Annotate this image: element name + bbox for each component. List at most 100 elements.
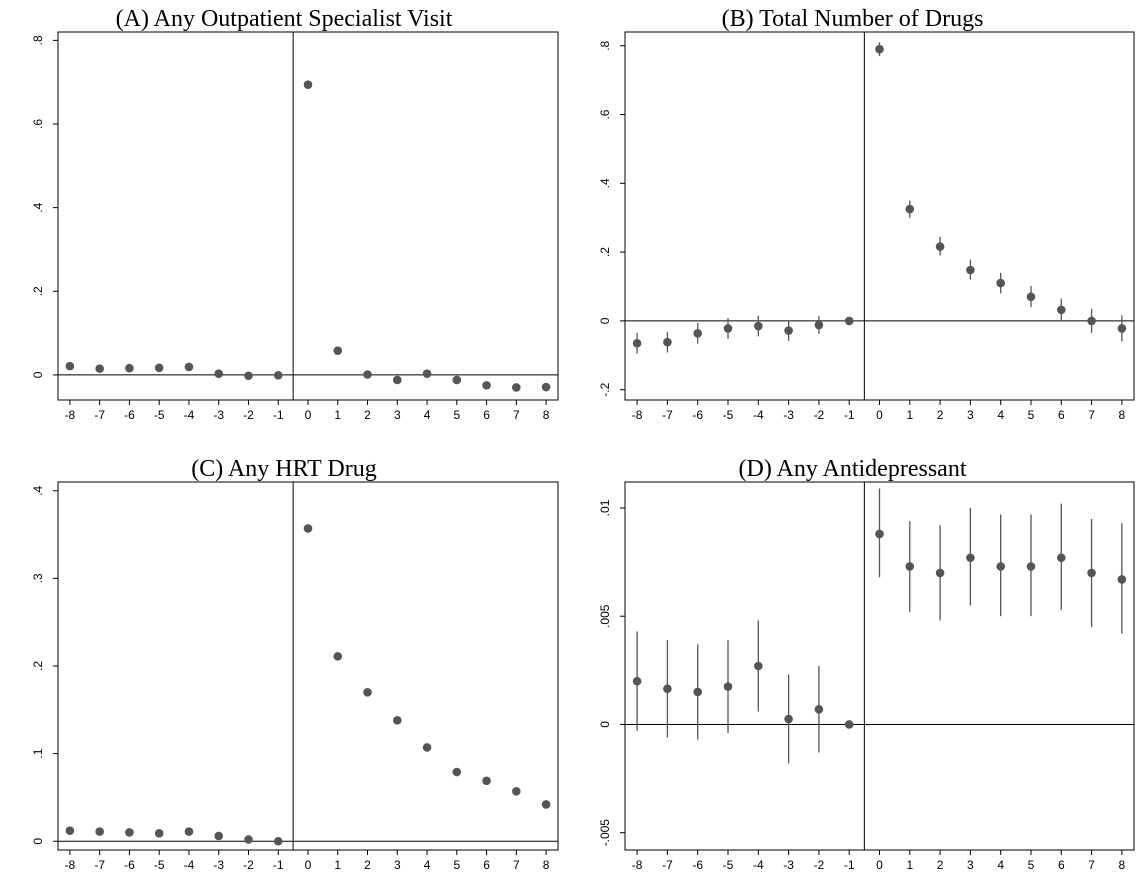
x-tick-label: -7 bbox=[662, 858, 673, 872]
data-point bbox=[693, 328, 703, 338]
x-tick-label: 8 bbox=[1119, 858, 1126, 872]
data-point bbox=[333, 346, 343, 355]
x-tick-label: -8 bbox=[632, 858, 643, 872]
chart-b: -.2 0 .2 .4 .6 .8 -8 -7 -6 -5 -4 -3 -2 -1 0 1 2 3 4 5 6 7 8 bbox=[598, 31, 1135, 422]
x-tick-label: 5 bbox=[453, 408, 460, 422]
x-tick-label: -3 bbox=[213, 408, 224, 422]
x-tick-label: 4 bbox=[997, 858, 1004, 872]
x-tick-label: 2 bbox=[364, 858, 371, 872]
y-tick-label: .4 bbox=[31, 202, 45, 212]
x-tick-label: 1 bbox=[334, 858, 341, 872]
data-point bbox=[214, 831, 224, 841]
data-point bbox=[905, 562, 915, 571]
data-point bbox=[273, 371, 283, 380]
data-point bbox=[966, 553, 975, 563]
x-tick-label: 3 bbox=[394, 408, 401, 422]
x-tick-label: 8 bbox=[543, 408, 550, 422]
data-point bbox=[996, 278, 1005, 288]
data-point bbox=[95, 827, 104, 836]
data-point bbox=[452, 375, 462, 385]
data-point bbox=[244, 371, 253, 381]
data-point bbox=[452, 767, 462, 777]
data-point bbox=[754, 661, 763, 671]
data-point bbox=[95, 364, 104, 373]
x-tick-label: 6 bbox=[483, 858, 490, 872]
data-point bbox=[663, 337, 672, 347]
x-tick-label: 3 bbox=[394, 858, 401, 872]
x-tick-label: 2 bbox=[937, 858, 944, 872]
y-tick-label: .3 bbox=[31, 573, 45, 583]
panel-title: (C) Any HRT Drug bbox=[191, 456, 377, 482]
data-point bbox=[244, 835, 253, 844]
data-point bbox=[392, 716, 402, 725]
y-tick-label: .2 bbox=[31, 661, 45, 671]
data-point bbox=[125, 828, 134, 837]
data-point bbox=[154, 363, 164, 373]
x-tick-label: -3 bbox=[783, 858, 794, 872]
data-point bbox=[214, 369, 224, 378]
x-tick-label: -3 bbox=[213, 858, 224, 872]
y-tick-label: -.005 bbox=[598, 819, 612, 847]
data-point bbox=[935, 568, 945, 578]
x-tick-label: -4 bbox=[184, 408, 195, 422]
plot-frame bbox=[624, 31, 1135, 401]
x-tick-label: 4 bbox=[424, 408, 431, 422]
x-tick-label: 7 bbox=[513, 408, 520, 422]
x-tick-label: 7 bbox=[1088, 858, 1095, 872]
data-point bbox=[392, 375, 402, 385]
x-tick-label: -3 bbox=[783, 408, 794, 422]
x-tick-label: 6 bbox=[1058, 408, 1065, 422]
data-point bbox=[154, 829, 164, 838]
data-point bbox=[512, 786, 521, 796]
data-point bbox=[814, 320, 824, 330]
x-tick-label: 0 bbox=[305, 858, 312, 872]
y-tick-label: .2 bbox=[31, 286, 45, 296]
x-tick-label: 7 bbox=[1088, 408, 1095, 422]
x-tick-label: 6 bbox=[1058, 858, 1065, 872]
x-tick-label: -5 bbox=[154, 858, 165, 872]
x-tick-label: 4 bbox=[997, 408, 1004, 422]
y-tick-label: .01 bbox=[598, 499, 612, 516]
y-tick-label: .6 bbox=[31, 119, 45, 129]
data-point bbox=[875, 529, 884, 539]
data-point bbox=[875, 44, 884, 54]
data-point bbox=[1087, 568, 1096, 578]
data-point bbox=[422, 743, 432, 752]
data-point bbox=[693, 687, 703, 697]
chart-d: -.005 0 .005 .01 -8 -7 -6 -5 -4 -3 -2 -1 0 1 2 3 4 5 6 7 8 bbox=[598, 481, 1135, 872]
data-point bbox=[333, 652, 343, 661]
x-tick-label: -6 bbox=[124, 408, 135, 422]
data-point bbox=[663, 684, 672, 694]
x-tick-label: -1 bbox=[844, 858, 855, 872]
x-tick-label: -8 bbox=[65, 408, 76, 422]
data-point bbox=[303, 524, 313, 533]
x-tick-label: 7 bbox=[513, 858, 520, 872]
x-tick-label: 8 bbox=[543, 858, 550, 872]
data-point bbox=[1026, 292, 1036, 302]
data-point bbox=[935, 242, 945, 251]
y-tick-label: -.2 bbox=[598, 382, 612, 396]
data-point bbox=[273, 836, 283, 846]
x-tick-label: -7 bbox=[94, 408, 105, 422]
x-tick-label: -6 bbox=[692, 858, 703, 872]
x-tick-label: -7 bbox=[662, 408, 673, 422]
data-point bbox=[303, 80, 313, 89]
x-tick-label: 0 bbox=[876, 858, 883, 872]
y-tick-label: .8 bbox=[598, 40, 612, 50]
data-point bbox=[1117, 324, 1127, 333]
data-point bbox=[905, 204, 915, 214]
data-point bbox=[814, 704, 824, 714]
y-tick-label: .8 bbox=[31, 35, 45, 45]
x-tick-label: -6 bbox=[692, 408, 703, 422]
data-point bbox=[784, 326, 793, 335]
y-tick-label: .1 bbox=[31, 748, 45, 758]
data-point bbox=[363, 370, 372, 379]
panel-title: (A) Any Outpatient Specialist Visit bbox=[115, 6, 453, 32]
x-tick-label: -5 bbox=[154, 408, 165, 422]
chart-a: 0 .2 .4 .6 .8 -8 -7 -6 -5 -4 -3 -2 -1 0 1 2 3 4 5 6 7 8 bbox=[31, 31, 559, 422]
y-tick-label: .4 bbox=[31, 485, 45, 495]
y-tick-label: 0 bbox=[598, 317, 612, 324]
x-tick-label: 2 bbox=[364, 408, 371, 422]
data-point bbox=[632, 676, 642, 686]
x-tick-label: 6 bbox=[483, 408, 490, 422]
